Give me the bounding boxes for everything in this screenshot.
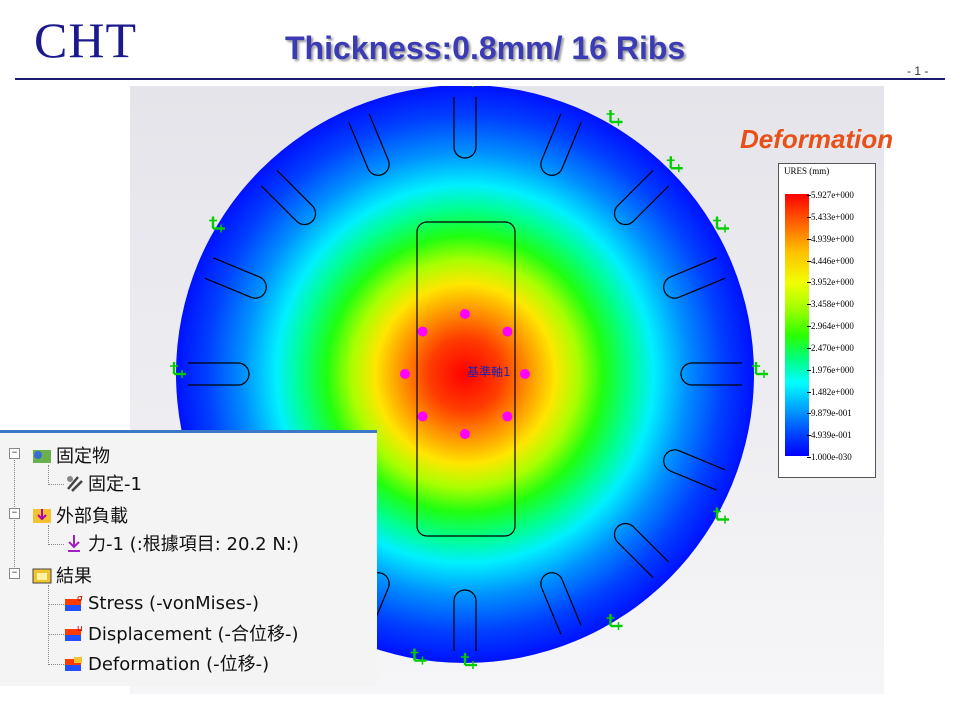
fixture-arrow: [208, 216, 225, 233]
feature-tree: − 固定物 固定-1 − 外部負載 力-1 (:根據項目: 20.2 N:) −…: [0, 430, 377, 686]
results-folder-icon: [32, 565, 52, 585]
rib-slot: [663, 449, 726, 491]
load-point: [460, 429, 470, 439]
fixture-arrow: [666, 156, 683, 173]
load-region: [416, 221, 516, 537]
fixture-arrow: [606, 614, 623, 631]
stress-label: Stress (-vonMises-): [88, 592, 260, 614]
company-logo: CHT: [34, 12, 137, 68]
load-point: [460, 309, 470, 319]
load-point: [417, 326, 428, 337]
rib-slot: [204, 257, 267, 299]
fixture-arrow: [752, 362, 768, 378]
displacement-label: Displacement (-合位移-): [88, 624, 299, 645]
tree-item-external-loads[interactable]: 外部負載: [32, 502, 128, 528]
legend-tick: 3.458e+000: [807, 299, 854, 310]
slide-title: Thickness:0.8mm/ 16 Ribs: [285, 30, 686, 66]
legend-tick: 3.952e+000: [807, 277, 854, 288]
legend-tick: 2.470e+000: [807, 342, 854, 353]
rib-slot: [188, 362, 250, 386]
legend-tick: 5.927e+000: [807, 190, 854, 200]
tree-item-force-1[interactable]: 力-1 (:根據項目: 20.2 N:): [64, 530, 299, 556]
rib-slot: [453, 97, 477, 159]
rib-slot: [613, 522, 670, 579]
rib-slot: [348, 113, 390, 176]
stress-plot-icon: σ: [64, 593, 84, 613]
legend-tick: 2.964e+000: [807, 321, 854, 331]
fixture-arrow: [461, 653, 477, 669]
page-number: - 1 -: [907, 64, 929, 78]
fixture-arrow: [713, 507, 730, 524]
header-divider: [15, 78, 945, 80]
svg-text:σ: σ: [77, 594, 83, 604]
legend-tick: 4.939e-001: [807, 430, 852, 441]
load-point: [502, 326, 513, 337]
tree-item-results[interactable]: 結果: [32, 562, 92, 588]
load-point: [417, 411, 428, 422]
load-point: [520, 369, 530, 379]
load-point: [502, 411, 513, 422]
deformation-tree-label: Deformation (-位移-): [88, 654, 270, 675]
load-point: [400, 369, 410, 379]
results-label: 結果: [56, 566, 92, 587]
legend-title: URES (mm): [784, 166, 830, 176]
legend-tick: 1.976e+000: [807, 364, 854, 375]
rib-slot: [540, 572, 582, 635]
legend-tick: 1.000e-030: [807, 452, 852, 462]
legend-tick: 1.482e+000: [807, 386, 854, 397]
collapse-fixtures-toggle[interactable]: −: [9, 448, 20, 459]
color-legend: URES (mm) 5.927e+000 5.433e+000 4.939e+000…: [778, 163, 876, 478]
load-points: [400, 309, 530, 439]
fixed-constraint-icon: [64, 473, 84, 493]
tree-item-stress[interactable]: σ Stress (-vonMises-): [64, 590, 259, 616]
force-item-label: 力-1 (:根據項目: 20.2 N:): [88, 534, 299, 555]
tree-item-fixed-1[interactable]: 固定-1: [64, 470, 142, 496]
load-folder-icon: [32, 505, 52, 525]
loads-label: 外部負載: [56, 506, 128, 527]
axis-label: 基準軸1: [467, 364, 511, 379]
tree-item-deformation[interactable]: Deformation (-位移-): [64, 650, 269, 676]
rib-slot: [260, 169, 317, 226]
legend-colorbar: [785, 194, 809, 456]
tree-item-displacement[interactable]: u Displacement (-合位移-): [64, 620, 299, 646]
deformation-label: Deformation: [740, 124, 894, 154]
svg-text:u: u: [77, 624, 83, 634]
rib-slot: [453, 589, 477, 651]
legend-tick: 4.939e+000: [807, 233, 854, 244]
fixtures-label: 固定物: [56, 446, 110, 467]
rib-slot: [680, 362, 742, 386]
legend-tick: 4.446e+000: [807, 255, 854, 266]
legend-tick: 5.433e+000: [807, 211, 854, 222]
fixture-arrow: [606, 109, 623, 126]
fixture-arrow: [410, 648, 427, 665]
displacement-plot-icon: u: [64, 623, 84, 643]
deformation-plot-icon: [64, 653, 84, 673]
rib-slot: [540, 113, 582, 176]
fixed-item-label: 固定-1: [88, 474, 142, 495]
fixture-arrow: [713, 216, 730, 233]
collapse-loads-toggle[interactable]: −: [9, 508, 20, 519]
legend-tick: 9.879e-001: [807, 408, 852, 419]
rib-slot: [613, 169, 670, 226]
fixture-folder-icon: [32, 445, 52, 465]
collapse-results-toggle[interactable]: −: [9, 568, 20, 579]
force-arrow-icon: [64, 533, 84, 553]
tree-item-fixtures[interactable]: 固定物: [32, 442, 110, 468]
fixture-arrow: [170, 362, 186, 378]
rib-slot: [663, 257, 726, 299]
